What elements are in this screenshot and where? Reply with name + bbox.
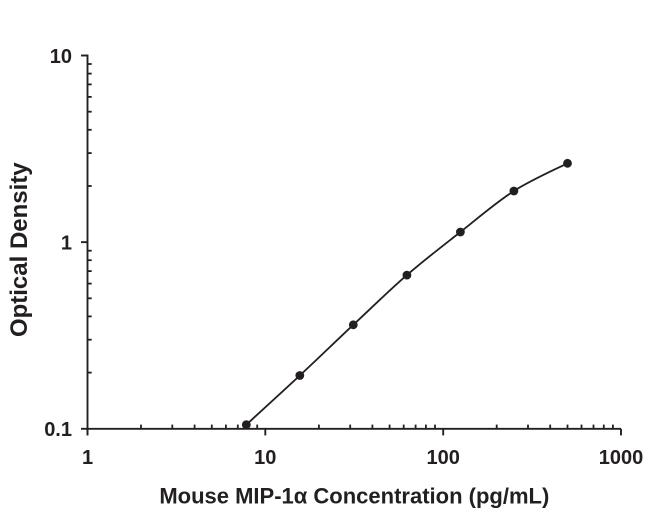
svg-text:100: 100 bbox=[427, 447, 460, 469]
svg-text:1: 1 bbox=[61, 232, 72, 254]
svg-text:0.1: 0.1 bbox=[44, 419, 72, 441]
svg-text:Optical Density: Optical Density bbox=[6, 162, 33, 337]
svg-text:10: 10 bbox=[50, 46, 72, 68]
svg-text:1000: 1000 bbox=[599, 447, 644, 469]
svg-text:Mouse MIP-1α Concentration (pg: Mouse MIP-1α Concentration (pg/mL) bbox=[159, 483, 549, 508]
svg-text:10: 10 bbox=[254, 447, 276, 469]
svg-text:1: 1 bbox=[82, 447, 93, 469]
